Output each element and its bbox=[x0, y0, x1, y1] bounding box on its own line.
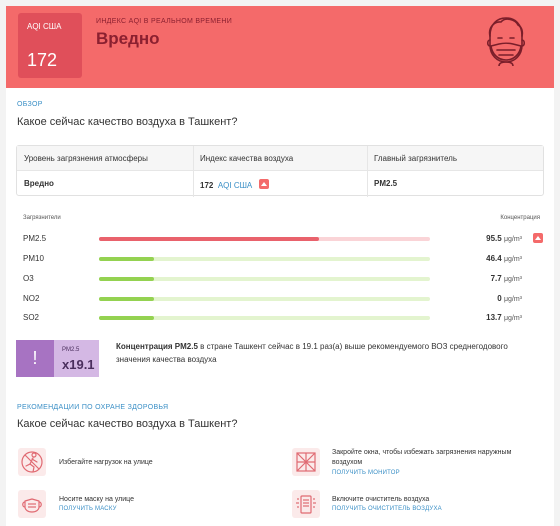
pollutant-name: SO2 bbox=[23, 313, 40, 322]
recommendations-title: Какое сейчас качество воздуха в Ташкент? bbox=[17, 418, 238, 430]
pollutant-value: 0 bbox=[497, 294, 502, 303]
mask-face-icon bbox=[486, 17, 526, 66]
concentration-badge-label: PM2.5 bbox=[62, 347, 80, 353]
aqi-banner: AQI США 172 ИНДЕКС AQI В РЕАЛЬНОМ ВРЕМЕН… bbox=[6, 6, 554, 88]
pollutant-concentration: 13.7 μg/m³ bbox=[462, 313, 522, 322]
pollutant-row: PM2.5 95.5 μg/m³ bbox=[23, 232, 546, 246]
pollutants-header: Загрязнители bbox=[23, 215, 61, 221]
overview-label: ОБЗОР bbox=[17, 101, 43, 108]
header-aqi: Индекс качества воздуха bbox=[200, 154, 294, 163]
pollutant-value: 13.7 bbox=[486, 313, 502, 322]
pollutant-unit: μg/m³ bbox=[503, 296, 522, 303]
rec-air-purifier-text: Включите очиститель воздуха bbox=[332, 496, 430, 503]
pollutant-name: PM10 bbox=[23, 254, 44, 263]
concentration-multiplier: x19.1 bbox=[62, 357, 95, 372]
pollutant-concentration: 46.4 μg/m³ bbox=[462, 254, 522, 263]
pollutant-bar-track bbox=[99, 277, 430, 281]
pollutant-name: O3 bbox=[23, 274, 34, 283]
pollutant-unit: μg/m³ bbox=[503, 315, 522, 322]
main-pollutant-value: PM2.5 bbox=[374, 179, 398, 188]
get-air-purifier-link[interactable]: ПОЛУЧИТЬ ОЧИСТИТЕЛЬ ВОЗДУХА bbox=[332, 506, 442, 512]
warning-icon: ! bbox=[16, 340, 54, 377]
realtime-subtitle: ИНДЕКС AQI В РЕАЛЬНОМ ВРЕМЕНИ bbox=[96, 18, 233, 25]
no-exercise-icon bbox=[18, 448, 46, 476]
pollutant-bar-track bbox=[99, 297, 430, 301]
pollutant-bar-track bbox=[99, 316, 430, 320]
column-divider bbox=[367, 146, 368, 197]
concentration-description-rest: в стране Ташкент сейчас в 19.1 раз(а) вы… bbox=[116, 342, 508, 364]
aqi-unit-link[interactable]: AQI США bbox=[217, 181, 253, 190]
summary-table-header bbox=[17, 146, 543, 171]
pollutant-unit: μg/m³ bbox=[503, 256, 522, 263]
closed-window-icon bbox=[292, 448, 320, 476]
overview-title: Какое сейчас качество воздуха в Ташкент? bbox=[17, 116, 238, 128]
pollutant-bar-track bbox=[99, 237, 430, 241]
concentration-header: Концентрация bbox=[500, 215, 540, 221]
pollutant-row: O3 7.7 μg/m³ bbox=[23, 272, 546, 286]
pollutant-bar-fill bbox=[99, 316, 154, 320]
aqi-cell-value: 172 bbox=[200, 181, 214, 190]
rec-wear-mask-text: Носите маску на улице bbox=[59, 496, 134, 503]
concentration-description: Концентрация PM2.5 в стране Ташкент сейч… bbox=[116, 340, 516, 366]
pollutant-value: 46.4 bbox=[486, 254, 502, 263]
aqi-badge-value: 172 bbox=[27, 50, 58, 70]
get-mask-link[interactable]: ПОЛУЧИТЬ МАСКУ bbox=[59, 506, 117, 512]
pollutant-concentration: 95.5 μg/m³ bbox=[462, 234, 522, 243]
rec-avoid-exercise-text: Избегайте нагрузок на улице bbox=[59, 459, 153, 466]
pollutant-unit: μg/m³ bbox=[503, 276, 522, 283]
page: AQI США 172 ИНДЕКС AQI В РЕАЛЬНОМ ВРЕМЕН… bbox=[6, 6, 554, 526]
concentration-badge: ! PM2.5 x19.1 bbox=[16, 340, 99, 377]
header-pollution-level: Уровень загрязнения атмосферы bbox=[24, 154, 148, 163]
aqi-cell: 172 AQI США bbox=[200, 179, 269, 190]
get-monitor-link[interactable]: ПОЛУЧИТЬ МОНИТОР bbox=[332, 470, 400, 476]
rec-close-windows-text: Закройте окна, чтобы избежать загрязнени… bbox=[332, 449, 512, 466]
pollutant-unit: μg/m³ bbox=[503, 236, 522, 243]
pollution-level-value: Вредно bbox=[24, 179, 54, 188]
column-divider bbox=[193, 146, 194, 197]
aqi-badge: AQI США 172 bbox=[18, 13, 82, 78]
summary-table: Уровень загрязнения атмосферы Индекс кач… bbox=[16, 145, 544, 197]
pollutant-row: NO2 0 μg/m³ bbox=[23, 292, 546, 306]
pollutant-row: PM10 46.4 μg/m³ bbox=[23, 252, 546, 266]
pollutant-name: NO2 bbox=[23, 294, 40, 303]
header-main-pollutant: Главный загрязнитель bbox=[374, 154, 457, 163]
pollutant-concentration: 0 μg/m³ bbox=[462, 294, 522, 303]
pollutant-bar-fill bbox=[99, 237, 320, 241]
pollutant-bar-fill bbox=[99, 257, 154, 261]
pollutant-row: SO2 13.7 μg/m³ bbox=[23, 311, 546, 325]
pollutant-bar-track bbox=[99, 257, 430, 261]
concentration-description-bold: Концентрация PM2.5 bbox=[116, 342, 198, 351]
air-purifier-icon bbox=[292, 490, 320, 518]
aqi-badge-label: AQI США bbox=[27, 22, 62, 31]
arrow-up-icon bbox=[258, 179, 269, 189]
pollutant-value: 95.5 bbox=[486, 234, 502, 243]
pollutant-value: 7.7 bbox=[490, 274, 502, 283]
pollutant-concentration: 7.7 μg/m³ bbox=[462, 274, 522, 283]
arrow-up-icon bbox=[533, 233, 543, 243]
pollutant-name: PM2.5 bbox=[23, 234, 47, 243]
recommendations-label: РЕКОМЕНДАЦИИ ПО ОХРАНЕ ЗДОРОВЬЯ bbox=[17, 404, 169, 411]
face-mask-icon bbox=[18, 490, 46, 518]
pollutant-bar-fill bbox=[99, 277, 154, 281]
pollutant-bar-fill bbox=[99, 297, 154, 301]
aqi-status: Вредно bbox=[96, 29, 160, 48]
